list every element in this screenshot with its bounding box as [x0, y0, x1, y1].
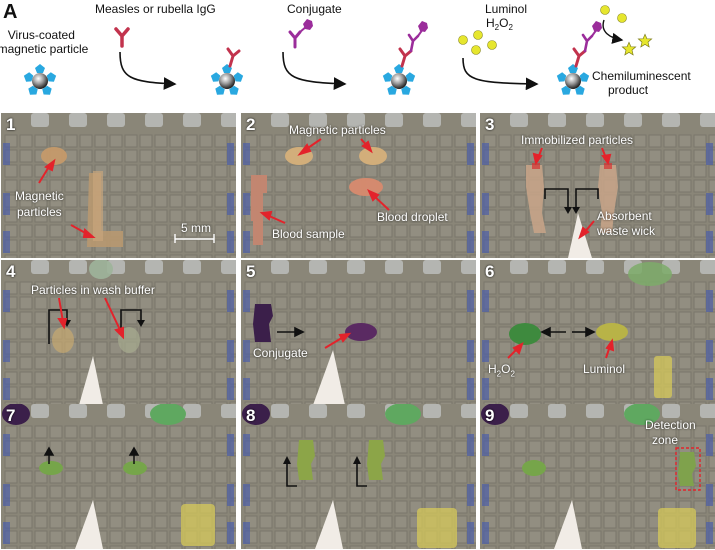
- panel-1-magnetic-label-1: Magnetic: [15, 189, 64, 203]
- panel-3-wick-label-2: waste wick: [597, 224, 656, 238]
- star-icons: [621, 33, 653, 56]
- panel-1-scale-label: 5 mm: [181, 221, 211, 235]
- dmf-board-background: [1, 113, 236, 258]
- panel-1-number: 1: [6, 115, 16, 134]
- panel-6-luminol-label: Luminol: [583, 362, 626, 376]
- chemiluminescent-label-line1: Chemiluminescent: [592, 69, 691, 83]
- conjugate-schematic-label: Conjugate: [287, 2, 342, 16]
- panel-2: 2 Magnetic particles Blood sample Blood …: [241, 113, 476, 258]
- panel-3-number: 3: [485, 115, 495, 134]
- chemiluminescent-label-line2: product: [608, 83, 649, 97]
- panel-6: 6 H2O2 Luminol: [480, 260, 715, 405]
- panel-8-drawing: [242, 404, 457, 549]
- panel-1-drawing: [38, 147, 215, 247]
- product-dots-icon: [600, 5, 627, 23]
- panel-9-drawing: [481, 404, 701, 549]
- panel-1-magnetic-label-2: particles: [17, 205, 62, 219]
- virus-particle-label-line2: magnetic particle: [0, 42, 89, 56]
- panel-4-wash-buffer-label: Particles in wash buffer: [31, 283, 155, 297]
- assay-schematic: A Virus-coated magnetic particle Measles…: [0, 1, 694, 97]
- panel-9-number: 9: [485, 406, 495, 425]
- particle-with-conjugate-icon: [382, 21, 428, 95]
- virus-particle-label: Virus-coated magnetic particle: [0, 28, 89, 56]
- virus-coated-particle-icon: [23, 64, 57, 95]
- panel-5-conjugate-label: Conjugate: [253, 346, 308, 360]
- panel-7-drawing: [2, 404, 215, 549]
- panel-8: 8: [241, 404, 476, 549]
- panel-6-h2o2-label: H2O2: [488, 362, 515, 379]
- panel-6-number: 6: [485, 262, 495, 281]
- panel-9: 9 Detection zone: [480, 404, 715, 549]
- figure-letter: A: [3, 1, 17, 23]
- panel-3-drawing: [526, 147, 618, 258]
- panel-5-number: 5: [246, 262, 256, 281]
- dmf-board-background: [241, 404, 476, 549]
- panel-2-blood-sample-label: Blood sample: [272, 227, 345, 241]
- reaction-arrow-icon: [602, 19, 624, 44]
- panel-4-number: 4: [6, 262, 16, 281]
- panel-6-drawing: [507, 262, 672, 398]
- luminol-dots-icon: [458, 30, 497, 55]
- panel-2-magnetic-label: Magnetic particles: [289, 123, 386, 137]
- panel-3-wick-label-1: Absorbent: [597, 209, 652, 223]
- igg-label: Measles or rubella IgG: [95, 2, 216, 16]
- luminol-schematic-label: Luminol: [485, 2, 527, 16]
- scale-bar: [174, 234, 215, 243]
- step-arrow-2: [282, 51, 347, 90]
- igg-antibody-icon: [114, 27, 130, 48]
- panel-4: 4 Particles in wash buffer: [1, 260, 236, 405]
- panel-3-immobilized-label: Immobilized particles: [521, 133, 634, 147]
- panel-5-drawing: [253, 304, 377, 405]
- step-arrow-3: [462, 57, 539, 91]
- dmf-board-background: [480, 404, 715, 549]
- panel-2-number: 2: [246, 115, 256, 134]
- particle-with-igg-icon: [210, 47, 244, 95]
- panel-2-drawing: [251, 138, 390, 245]
- dmf-board-background: [480, 113, 715, 258]
- panel-3: 3 Immobilized particles Absorbent waste …: [480, 113, 715, 258]
- panel-4-drawing: [48, 260, 145, 405]
- panel-7-number: 7: [6, 406, 16, 425]
- panel-1: 1 Magnetic particles 5 mm: [1, 113, 236, 258]
- panel-7: 7: [1, 404, 236, 549]
- panel-5: 5 Conjugate: [241, 260, 476, 405]
- panel-9-detection-label-1: Detection: [645, 418, 696, 432]
- step-arrow-1: [119, 51, 177, 90]
- h2o2-schematic-label: H2O2: [486, 16, 513, 32]
- chemiluminescent-label: Chemiluminescent product: [592, 69, 694, 97]
- panel-2-blood-droplet-label: Blood droplet: [377, 210, 448, 224]
- virus-particle-label-line1: Virus-coated: [8, 28, 75, 42]
- panel-8-number: 8: [246, 406, 256, 425]
- panel-9-detection-label-2: zone: [652, 433, 679, 447]
- final-complex-icon: [556, 21, 602, 95]
- conjugate-icon: [288, 19, 313, 49]
